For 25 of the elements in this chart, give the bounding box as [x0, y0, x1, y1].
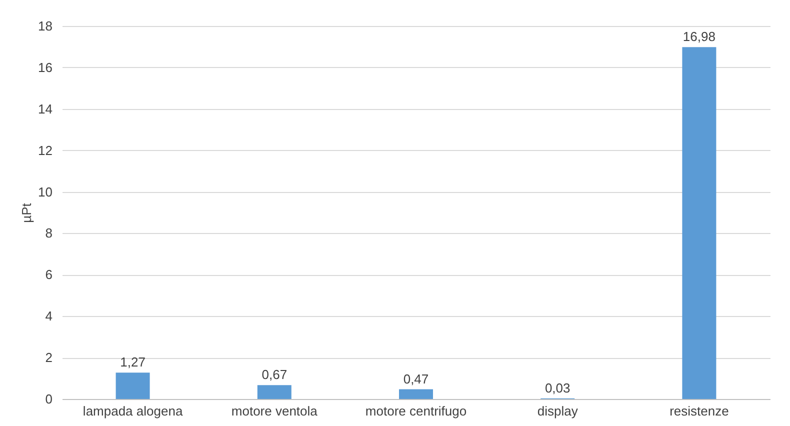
x-tick-label: resistenze — [670, 404, 729, 418]
data-label: 0,47 — [403, 371, 429, 386]
y-tick-label: 12 — [38, 142, 52, 158]
data-label: 1,27 — [120, 354, 146, 370]
bar — [257, 385, 292, 399]
y-tick-label: 6 — [45, 267, 52, 282]
data-label: 16,98 — [682, 29, 716, 44]
bar — [399, 389, 433, 399]
x-tick-label: motore centrifugo — [365, 404, 467, 418]
y-tick-label: 18 — [38, 18, 52, 34]
y-tick-label: 0 — [45, 392, 52, 406]
y-tick-label: 10 — [38, 184, 52, 200]
x-tick-label: motore ventola — [231, 404, 318, 418]
y-tick-label: 8 — [45, 226, 52, 241]
y-tick-label: 14 — [38, 101, 52, 116]
bar — [682, 47, 716, 399]
x-tick-label: display — [537, 404, 578, 418]
y-axis-title: µPt — [19, 202, 34, 223]
y-tick-label: 2 — [45, 350, 52, 366]
data-label: 0,67 — [262, 367, 288, 382]
x-tick-label: lampada alogena — [82, 404, 184, 418]
bar — [116, 372, 150, 399]
y-tick-label: 16 — [38, 60, 52, 75]
data-label: 0,03 — [544, 380, 570, 396]
y-tick-label: 4 — [45, 308, 52, 324]
